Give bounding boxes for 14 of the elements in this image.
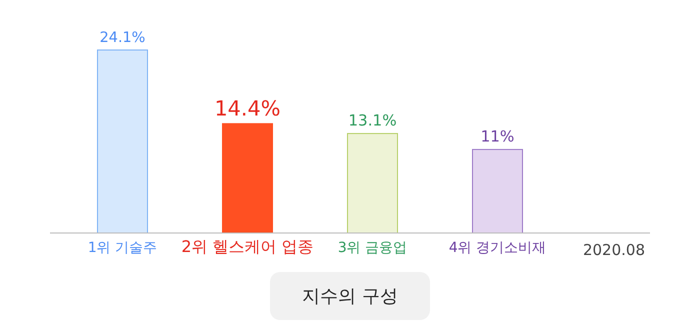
x-tick-label: 3위 금융업 [338,240,408,256]
text: 2020.08 [582,241,645,259]
bar [472,148,523,234]
data-label: 24.1% [100,30,146,46]
text: 지수의 구성 [302,286,398,307]
bar [97,50,148,234]
x-tick-label: 2위 헬스케어 업종 [181,237,314,256]
data-label: 13.1% [348,112,397,130]
x-tick-label: 4위 경기소비재 [448,240,546,256]
data-label: 14.4% [214,96,281,121]
bar [347,133,398,234]
bar [222,123,273,234]
x-tick-label: 1위 기술주 [88,240,158,256]
data-label: 11% [480,127,514,146]
